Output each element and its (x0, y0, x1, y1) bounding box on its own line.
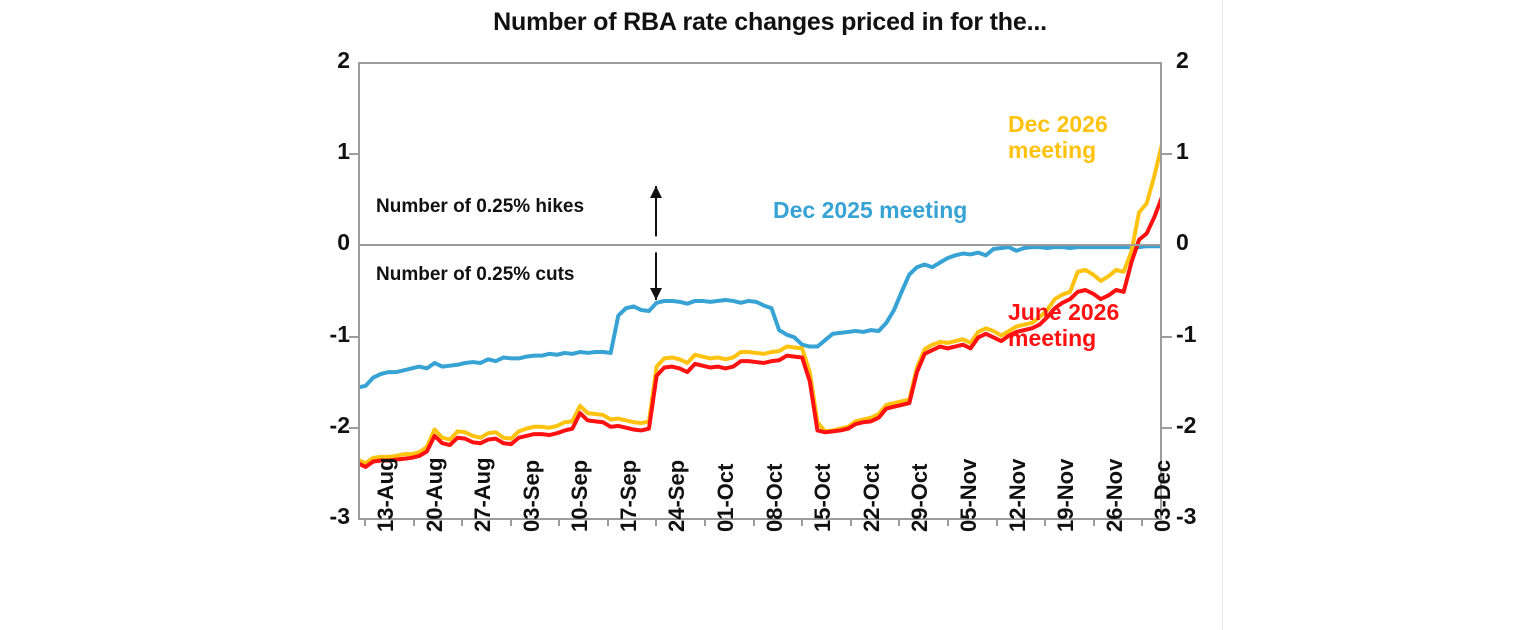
x-axis-tick-label: 20-Aug (421, 457, 447, 532)
y-axis-tick-label-left: 1 (337, 138, 350, 165)
x-axis-tick-mark (801, 518, 804, 526)
series-label-dec-2025: Dec 2025 meeting (773, 197, 968, 223)
y-axis-tick-label-right: -2 (1176, 411, 1197, 438)
x-axis-tick-mark (461, 518, 464, 526)
y-axis-tick-mark-right (1161, 335, 1172, 338)
x-axis-tick-mark (558, 518, 561, 526)
x-axis-tick-label: 03-Sep (518, 459, 544, 532)
x-axis-tick-label: 29-Oct (907, 463, 933, 532)
x-axis-tick-label: 17-Sep (615, 459, 641, 532)
series-line (358, 194, 1162, 469)
series-label-dec-2026: Dec 2026 meeting (1008, 111, 1108, 163)
plot-frame (358, 62, 1162, 518)
y-axis-tick-mark-left (349, 153, 360, 156)
y-axis-tick-mark-right (1161, 426, 1172, 429)
zero-axis-line (358, 244, 1162, 247)
x-axis-tick-label: 13-Aug (373, 457, 398, 532)
x-axis-tick-label: 12-Nov (1004, 458, 1030, 532)
right-blank-pane (1222, 0, 1536, 630)
x-axis-tick-mark (704, 518, 707, 526)
y-axis-tick-mark-left (349, 335, 360, 338)
x-axis-tick-mark (898, 518, 901, 526)
y-axis-tick-label-right: 2 (1176, 47, 1189, 73)
x-axis-tick-mark (1092, 518, 1095, 526)
series-line (358, 244, 1162, 390)
x-axis-tick-label: 01-Oct (713, 463, 739, 532)
y-axis-tick-label-right: 0 (1176, 229, 1189, 256)
x-axis-tick-label: 05-Nov (955, 458, 981, 532)
chart-canvas (358, 142, 1162, 469)
bottom-axis-line (358, 518, 1162, 520)
x-axis-tick-label: 22-Oct (858, 463, 884, 532)
x-axis-tick-label: 10-Sep (567, 459, 593, 532)
left-blank-pane (0, 0, 319, 630)
x-axis-tick-label: 03-Dec (1150, 459, 1176, 532)
y-axis-tick-mark-left (349, 426, 360, 429)
x-axis-tick-label: 26-Nov (1101, 458, 1127, 532)
y-axis-tick-label-right: 1 (1176, 138, 1189, 165)
series-line (358, 142, 1162, 466)
x-axis-tick-mark (752, 518, 755, 526)
x-axis-tick-mark (995, 518, 998, 526)
page-title: Number of RBA rate changes priced in for… (493, 8, 1047, 36)
y-axis-tick-label-left: -2 (329, 411, 350, 438)
y-axis-tick-label-right: -1 (1176, 320, 1197, 347)
x-axis-tick-mark (946, 518, 949, 526)
chart-card: Number of RBA rate changes priced in for… (318, 0, 1222, 630)
x-axis-tick-mark (849, 518, 852, 526)
x-axis-tick-label: 24-Sep (664, 459, 690, 532)
x-axis-tick-label: 19-Nov (1053, 458, 1079, 532)
y-axis-tick-mark-right (1161, 153, 1172, 156)
x-axis-tick-mark (509, 518, 512, 526)
y-axis-tick-label-left: -3 (329, 503, 350, 529)
x-axis-tick-mark (606, 518, 609, 526)
x-axis-tick-label: 15-Oct (810, 463, 836, 532)
x-axis-tick-label: 08-Oct (761, 463, 787, 532)
plot-area (358, 62, 1162, 520)
x-axis-tick-mark (412, 518, 415, 526)
top-axis-line (358, 62, 1162, 64)
y-axis-tick-label-right: -3 (1176, 503, 1197, 529)
series-label-june-2026: June 2026 meeting (1008, 299, 1120, 351)
y-axis-tick-label-left: 2 (337, 47, 350, 73)
x-axis-tick-label: 27-Aug (470, 457, 496, 532)
x-axis-tick-mark (364, 518, 366, 526)
x-axis-tick-mark (1044, 518, 1047, 526)
y-axis-tick-label-left: 0 (337, 229, 350, 256)
x-axis-tick-mark (1141, 518, 1144, 526)
x-axis-tick-mark (655, 518, 658, 526)
y-axis-tick-label-left: -1 (329, 320, 350, 347)
